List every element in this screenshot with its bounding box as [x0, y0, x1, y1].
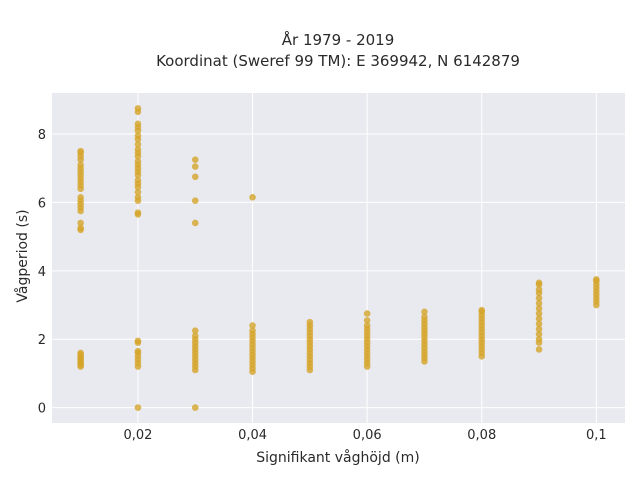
grid-lines — [52, 93, 625, 423]
scatter-point — [77, 161, 84, 169]
scatter-point — [191, 332, 199, 340]
scatter-point — [363, 322, 371, 329]
scatter-point — [191, 173, 199, 181]
scatter-point — [535, 320, 543, 328]
x-axis-title: Signifikant våghöjd (m) — [256, 449, 419, 466]
scatter-point — [535, 300, 543, 307]
scatter-point — [77, 194, 84, 201]
scatter-point — [134, 209, 142, 216]
scatter-point — [249, 327, 256, 334]
scatter-point — [191, 197, 199, 205]
scatter-point — [593, 276, 600, 283]
x-tick-label: 0,06 — [353, 428, 382, 443]
scatter-point — [535, 325, 543, 333]
scatter-point — [249, 322, 256, 329]
scatter-point — [134, 337, 142, 345]
scatter-point — [134, 188, 142, 196]
scatter-point — [77, 224, 84, 232]
x-tick-label: 0,1 — [586, 428, 607, 443]
scatter-point — [535, 315, 543, 322]
plot-area — [52, 93, 625, 423]
scatter-point — [77, 219, 84, 227]
scatter-point — [134, 347, 142, 355]
scatter-point — [134, 105, 142, 112]
scatter-point — [134, 404, 142, 411]
y-axis-title: Vågperiod (s) — [14, 209, 31, 302]
scatter-point — [478, 306, 486, 314]
scatter-point — [421, 308, 428, 316]
scatter-point — [134, 176, 142, 184]
y-tick-label: 4 — [38, 265, 46, 280]
y-tick-label: 2 — [38, 333, 46, 348]
scatter-point — [134, 146, 142, 153]
scatter-point — [191, 327, 199, 334]
scatter-point — [191, 163, 199, 170]
scatter-point — [134, 158, 142, 165]
scatter-point — [421, 313, 428, 321]
scatter-point — [134, 132, 142, 140]
y-tick-label: 0 — [38, 402, 46, 417]
scatter-point — [134, 194, 142, 201]
scatter-point — [77, 349, 84, 357]
tick-labels: 0,02 0,04 0,06 0,08 0,1 0 2 4 6 8 — [38, 128, 607, 443]
scatter-point — [535, 330, 543, 338]
y-tick-label: 8 — [38, 128, 46, 143]
x-tick-label: 0,08 — [467, 428, 496, 443]
scatter-point — [535, 310, 543, 317]
x-tick-label: 0,04 — [238, 428, 267, 443]
scatter-point — [535, 305, 543, 312]
scatter-point — [363, 310, 371, 317]
scatter-point — [191, 404, 199, 411]
scatter-point — [249, 194, 256, 201]
scatter-point — [363, 317, 371, 324]
scatter-point — [535, 335, 543, 343]
scatter-point — [535, 286, 543, 293]
scatter-point — [535, 294, 543, 302]
scatter-point — [191, 219, 199, 227]
scatter-point — [134, 120, 142, 128]
scatter-point — [191, 156, 199, 163]
data-points — [77, 105, 600, 411]
y-tick-label: 6 — [38, 196, 46, 211]
scatter-point — [306, 318, 314, 326]
chart-title-line2: Koordinat (Sweref 99 TM): E 369942, N 61… — [156, 52, 520, 70]
chart-title-line1: År 1979 - 2019 — [282, 30, 395, 49]
x-tick-label: 0,02 — [123, 428, 152, 443]
scatter-point — [535, 346, 543, 353]
scatter-point — [535, 279, 543, 287]
scatter-point — [77, 147, 84, 155]
scatter-point — [134, 140, 142, 148]
